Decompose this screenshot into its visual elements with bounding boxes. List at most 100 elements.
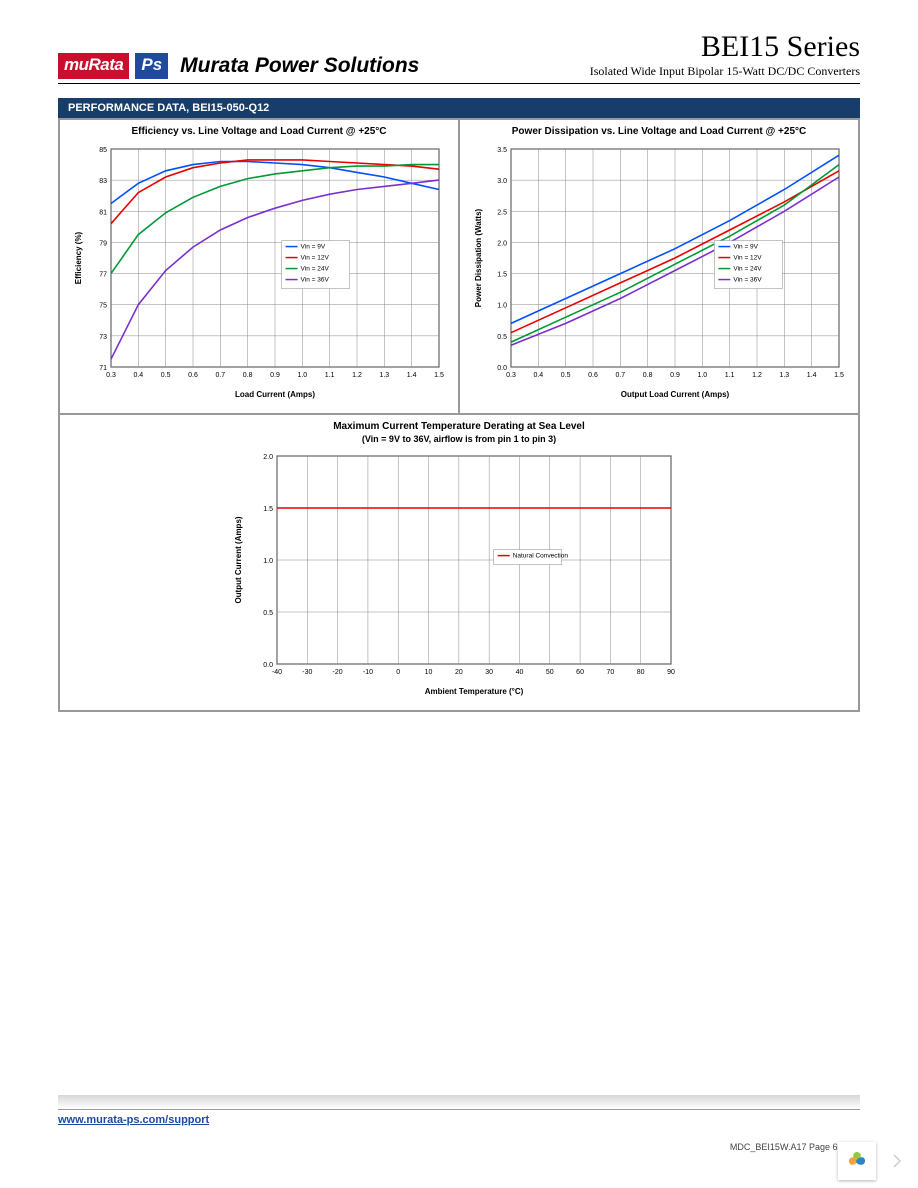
derating-chart: -40 -30 -20 -10 0 10 20 30 40 50 60 70 80 90 0.0 0.5 1.0…: [229, 450, 689, 700]
svg-text:Vin = 24V: Vin = 24V: [301, 266, 330, 273]
svg-text:2.5: 2.5: [497, 209, 507, 216]
svg-text:1.0: 1.0: [263, 558, 273, 565]
svg-text:1.2: 1.2: [352, 372, 362, 379]
svg-text:0.0: 0.0: [497, 365, 507, 372]
svg-text:Ambient Temperature (°C): Ambient Temperature (°C): [425, 687, 524, 696]
svg-text:1.1: 1.1: [325, 372, 335, 379]
brand-name: Murata Power Solutions: [180, 54, 419, 78]
svg-text:0.5: 0.5: [263, 610, 273, 617]
svg-text:80: 80: [637, 669, 645, 676]
svg-text:1.1: 1.1: [725, 372, 735, 379]
next-page-button[interactable]: [884, 1142, 910, 1180]
chart3-title: Maximum Current Temperature Derating at …: [66, 421, 852, 432]
svg-text:79: 79: [99, 240, 107, 247]
svg-text:1.0: 1.0: [297, 372, 307, 379]
svg-text:1.5: 1.5: [434, 372, 444, 379]
svg-text:1.5: 1.5: [497, 272, 507, 279]
svg-text:0: 0: [396, 669, 400, 676]
svg-text:20: 20: [455, 669, 463, 676]
svg-text:70: 70: [606, 669, 614, 676]
svg-text:Vin = 9V: Vin = 9V: [733, 244, 758, 251]
svg-text:1.3: 1.3: [779, 372, 789, 379]
svg-text:Output Load Current (Amps): Output Load Current (Amps): [621, 390, 730, 399]
svg-text:3.5: 3.5: [497, 147, 507, 154]
svg-text:0.9: 0.9: [270, 372, 280, 379]
logo: muRata Ps Murata Power Solutions: [58, 53, 419, 79]
svg-text:1.0: 1.0: [497, 303, 507, 310]
svg-text:Natural Convection: Natural Convection: [513, 553, 569, 560]
svg-text:1.4: 1.4: [807, 372, 817, 379]
svg-text:1.5: 1.5: [834, 372, 844, 379]
svg-text:Vin = 36V: Vin = 36V: [301, 277, 330, 284]
svg-text:0.6: 0.6: [588, 372, 598, 379]
section-header: PERFORMANCE DATA, BEI15-050-Q12: [58, 98, 860, 118]
svg-text:73: 73: [99, 334, 107, 341]
svg-text:2.0: 2.0: [263, 454, 273, 461]
svg-text:0.4: 0.4: [533, 372, 543, 379]
support-link[interactable]: www.murata-ps.com/support: [58, 1114, 209, 1126]
svg-text:Power Dissipation (Watts): Power Dissipation (Watts): [474, 208, 483, 307]
svg-text:1.3: 1.3: [379, 372, 389, 379]
svg-text:30: 30: [485, 669, 493, 676]
svg-text:0.6: 0.6: [188, 372, 198, 379]
svg-text:71: 71: [99, 365, 107, 372]
chart-efficiency-cell: Efficiency vs. Line Voltage and Load Cur…: [59, 119, 459, 414]
svg-text:0.9: 0.9: [670, 372, 680, 379]
svg-text:-30: -30: [302, 669, 312, 676]
series-title: BEI15 Series: [590, 30, 860, 64]
svg-text:81: 81: [99, 209, 107, 216]
power-dissipation-chart: 0.3 0.4 0.5 0.6 0.7 0.8 0.9 1.0 1.1 1.2 1.3 1.4 1.5 0…: [469, 143, 849, 403]
svg-text:1.4: 1.4: [407, 372, 417, 379]
svg-text:0.5: 0.5: [161, 372, 171, 379]
svg-text:50: 50: [546, 669, 554, 676]
svg-text:40: 40: [516, 669, 524, 676]
app-icon[interactable]: [838, 1142, 876, 1180]
svg-text:85: 85: [99, 147, 107, 154]
svg-text:Load Current (Amps): Load Current (Amps): [235, 390, 315, 399]
svg-text:3.0: 3.0: [497, 178, 507, 185]
svg-text:0.7: 0.7: [215, 372, 225, 379]
svg-text:0.8: 0.8: [243, 372, 253, 379]
svg-text:0.5: 0.5: [561, 372, 571, 379]
svg-text:77: 77: [99, 272, 107, 279]
chart-derating-cell: Maximum Current Temperature Derating at …: [59, 414, 859, 711]
title-block: BEI15 Series Isolated Wide Input Bipolar…: [590, 30, 860, 79]
svg-text:0.5: 0.5: [497, 334, 507, 341]
svg-text:0.3: 0.3: [506, 372, 516, 379]
nav-corner: [838, 1142, 910, 1180]
svg-text:Output Current (Amps): Output Current (Amps): [234, 516, 243, 603]
svg-text:75: 75: [99, 303, 107, 310]
svg-text:0.0: 0.0: [263, 662, 273, 669]
svg-text:1.5: 1.5: [263, 506, 273, 513]
svg-text:-20: -20: [333, 669, 343, 676]
svg-text:2.0: 2.0: [497, 240, 507, 247]
svg-text:0.7: 0.7: [615, 372, 625, 379]
svg-text:90: 90: [667, 669, 675, 676]
svg-text:1.2: 1.2: [752, 372, 762, 379]
subtitle: Isolated Wide Input Bipolar 15-Watt DC/D…: [590, 64, 860, 79]
svg-text:-40: -40: [272, 669, 282, 676]
svg-text:1.0: 1.0: [697, 372, 707, 379]
svg-text:Vin = 36V: Vin = 36V: [733, 277, 762, 284]
svg-text:0.4: 0.4: [133, 372, 143, 379]
footer: www.murata-ps.com/support: [58, 1095, 860, 1128]
svg-text:-10: -10: [363, 669, 373, 676]
svg-text:83: 83: [99, 178, 107, 185]
chart2-title: Power Dissipation vs. Line Voltage and L…: [466, 126, 852, 137]
svg-text:10: 10: [425, 669, 433, 676]
logo-blue-box: Ps: [135, 53, 168, 79]
chart1-title: Efficiency vs. Line Voltage and Load Cur…: [66, 126, 452, 137]
chart-power-cell: Power Dissipation vs. Line Voltage and L…: [459, 119, 859, 414]
svg-text:Vin = 9V: Vin = 9V: [301, 244, 326, 251]
svg-text:Efficiency (%): Efficiency (%): [74, 231, 83, 284]
efficiency-chart: 0.3 0.4 0.5 0.6 0.7 0.8 0.9 1.0 1.1 1.2 1.3 1.4 1.5 7…: [69, 143, 449, 403]
svg-text:0.8: 0.8: [643, 372, 653, 379]
svg-text:Vin = 12V: Vin = 12V: [733, 255, 762, 262]
svg-text:0.3: 0.3: [106, 372, 116, 379]
svg-text:Vin = 24V: Vin = 24V: [733, 266, 762, 273]
charts-container: Efficiency vs. Line Voltage and Load Cur…: [58, 118, 860, 712]
page-header: muRata Ps Murata Power Solutions BEI15 S…: [58, 30, 860, 84]
svg-text:60: 60: [576, 669, 584, 676]
chart3-subtitle: (Vin = 9V to 36V, airflow is from pin 1 …: [66, 434, 852, 444]
logo-red-box: muRata: [58, 53, 129, 79]
